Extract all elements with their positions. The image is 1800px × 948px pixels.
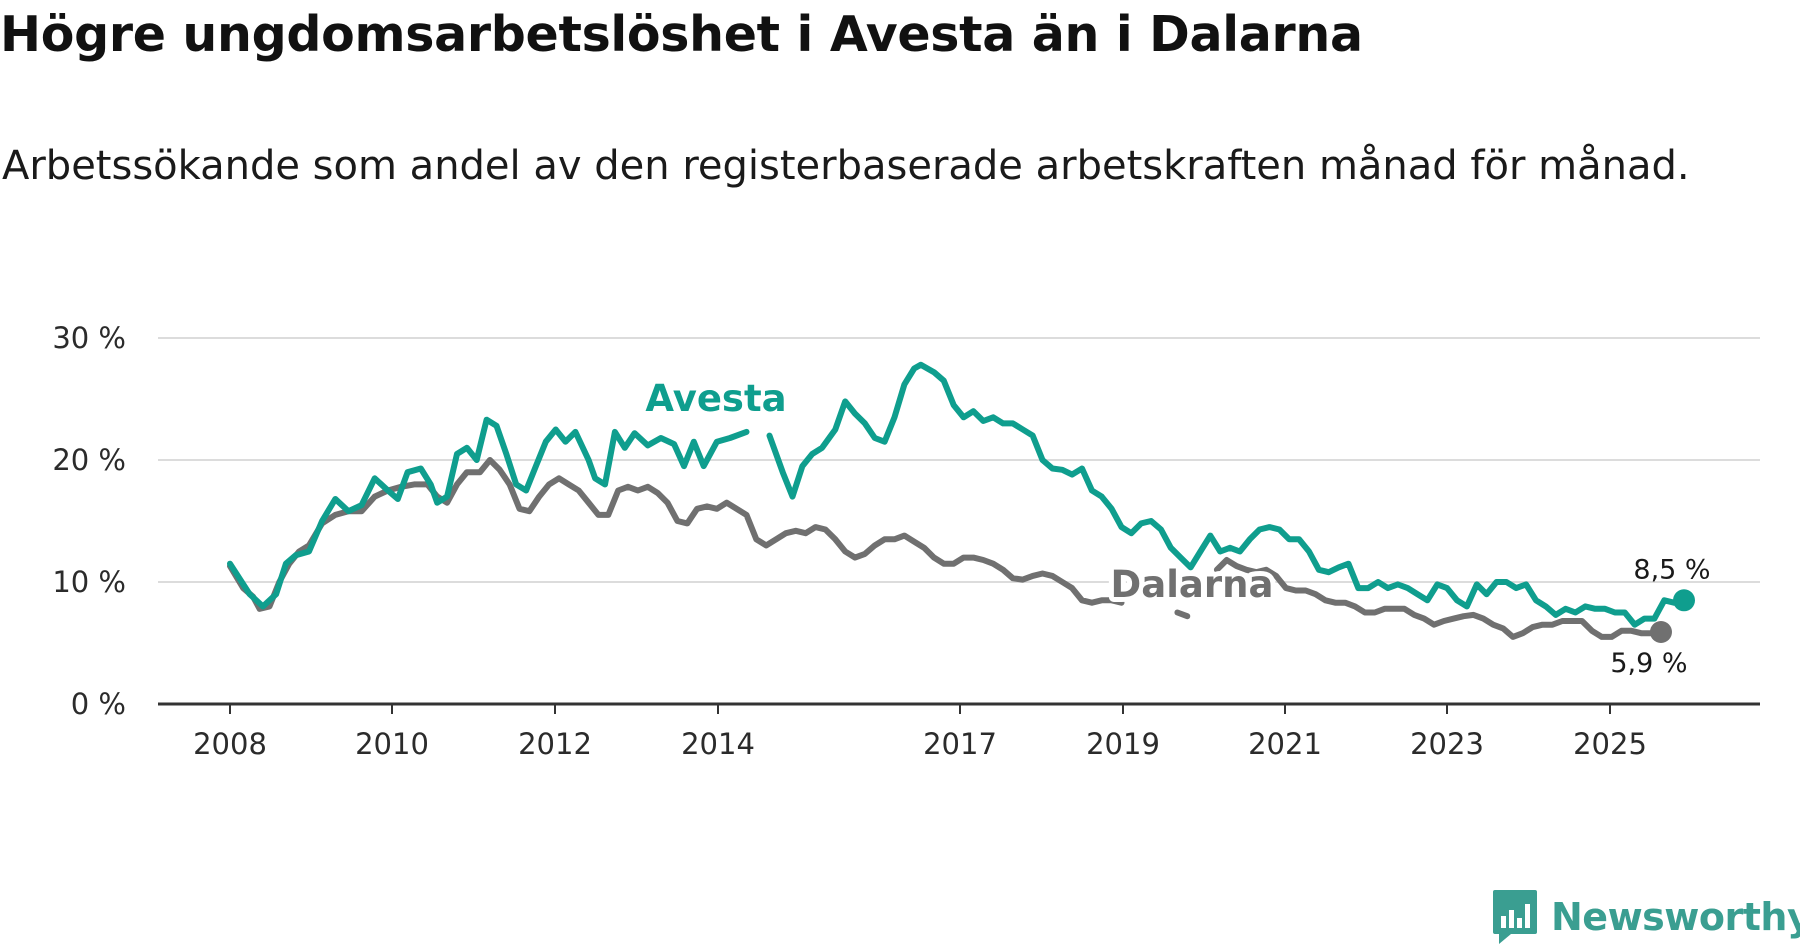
x-tick-label: 2017 bbox=[923, 727, 997, 761]
newsworthy-logo-text: Newsworthy bbox=[1551, 895, 1800, 939]
x-tick-label: 2019 bbox=[1086, 727, 1160, 761]
end-label-avesta: 8,5 % bbox=[1633, 554, 1710, 585]
y-tick-label: 20 % bbox=[52, 443, 126, 477]
end-label-dalarna: 5,9 % bbox=[1610, 648, 1687, 679]
end-point-avesta bbox=[1673, 589, 1695, 612]
x-tick-label: 2021 bbox=[1248, 727, 1322, 761]
x-tick-label: 2012 bbox=[518, 727, 592, 761]
series-name-avesta: Avesta bbox=[645, 377, 786, 420]
y-tick-label: 0 % bbox=[71, 687, 126, 721]
x-tick-label: 2014 bbox=[681, 727, 755, 761]
x-tick-label: 2008 bbox=[193, 727, 267, 761]
newsworthy-logo: Newsworthy bbox=[1491, 888, 1800, 946]
series-name-halo-dalarna: Dalarna bbox=[1111, 563, 1274, 606]
y-axis-ticks: 0 % 10 % 20 % 30 % bbox=[52, 321, 126, 721]
x-tick-label: 2010 bbox=[355, 727, 429, 761]
x-tick-label: 2023 bbox=[1410, 727, 1484, 761]
series-line-avesta bbox=[766, 361, 1687, 628]
series-name-halo-avesta: Avesta bbox=[645, 377, 786, 420]
series-line-dalarna bbox=[1213, 557, 1664, 640]
x-tick-label: 2025 bbox=[1573, 727, 1647, 761]
x-axis: 2008 2010 2012 2014 2017 2019 2021 2023 2025 bbox=[158, 702, 1760, 761]
series-line-dalarna bbox=[1174, 609, 1191, 620]
chart-title: Högre ungdomsarbetslöshet i Avesta än i … bbox=[0, 6, 1363, 63]
newsworthy-logo-icon bbox=[1493, 890, 1537, 944]
y-tick-label: 30 % bbox=[52, 321, 126, 355]
series-lines bbox=[227, 361, 1687, 640]
series-line-dalarna bbox=[227, 457, 1125, 612]
end-point-dalarna bbox=[1649, 621, 1672, 644]
y-tick-label: 10 % bbox=[52, 565, 126, 599]
gridlines bbox=[158, 337, 1760, 583]
series-line-avesta bbox=[227, 416, 750, 610]
series-name-dalarna: Dalarna bbox=[1111, 563, 1274, 606]
chart-subtitle: Arbetssökande som andel av den registerb… bbox=[2, 143, 1690, 189]
